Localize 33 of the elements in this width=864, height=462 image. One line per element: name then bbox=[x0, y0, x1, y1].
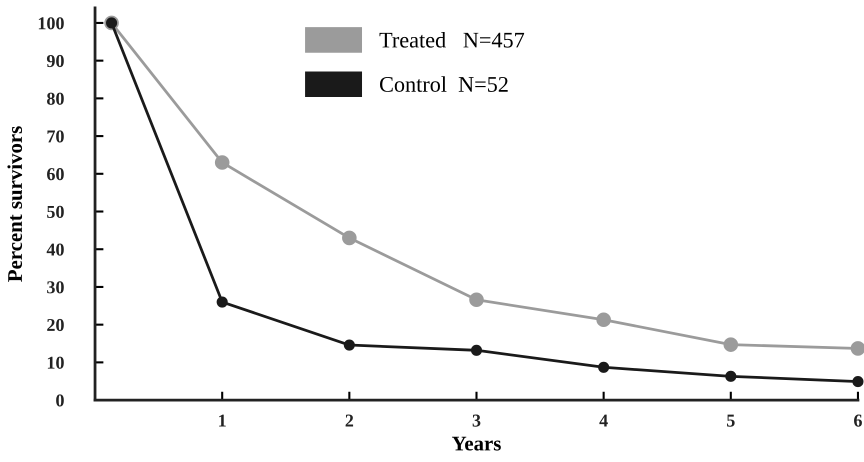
y-tick-label: 90 bbox=[46, 54, 64, 68]
x-tick-label: 6 bbox=[854, 414, 862, 427]
y-tick-label: 50 bbox=[47, 206, 64, 218]
point bbox=[724, 337, 738, 352]
point bbox=[470, 344, 482, 356]
y-axis-title: Percent survivors bbox=[7, 126, 22, 282]
y-tick-label: 100 bbox=[38, 17, 64, 30]
legend-label: Control N=52 bbox=[380, 76, 508, 92]
legend-label: Treated N=457 bbox=[380, 32, 524, 48]
y-tick-label: 40 bbox=[46, 243, 64, 256]
point bbox=[214, 155, 230, 170]
y-tick-label: 30 bbox=[47, 281, 64, 294]
x-tick-label: 1 bbox=[219, 414, 226, 427]
y-tick-label: 10 bbox=[48, 356, 64, 369]
point bbox=[216, 296, 228, 308]
point bbox=[469, 292, 484, 308]
x-tick-label: 3 bbox=[472, 414, 480, 427]
y-tick-label: 20 bbox=[47, 318, 64, 332]
y-tick-label: 70 bbox=[47, 130, 64, 143]
point bbox=[852, 376, 864, 388]
x-axis-title: Years bbox=[452, 436, 501, 451]
y-tick-label: 60 bbox=[47, 168, 64, 180]
point bbox=[596, 312, 611, 328]
y-tick-label: 80 bbox=[47, 92, 64, 105]
point bbox=[598, 362, 610, 373]
point bbox=[725, 370, 736, 382]
point bbox=[344, 339, 355, 351]
x-tick-label: 5 bbox=[727, 414, 735, 427]
point bbox=[850, 341, 864, 356]
y-tick-label: 0 bbox=[56, 394, 64, 407]
x-tick-label: 4 bbox=[599, 414, 608, 427]
x-tick-label: 2 bbox=[346, 414, 354, 427]
point bbox=[342, 230, 357, 246]
